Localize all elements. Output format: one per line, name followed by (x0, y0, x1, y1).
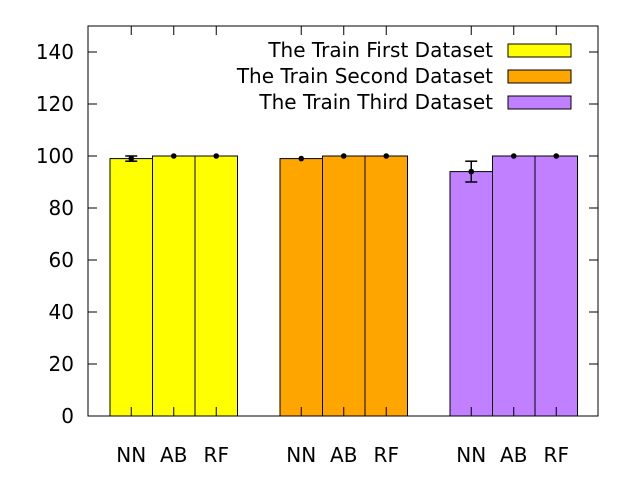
legend-swatch-3 (507, 95, 572, 110)
data-point-group2-ab (340, 153, 347, 159)
data-point-group1-rf (213, 153, 220, 159)
data-point-group1-nn (128, 155, 135, 162)
data-point-group3-rf (553, 153, 560, 159)
plot-frame (87, 25, 599, 417)
bar-group2-nn (279, 158, 323, 417)
bars-layer (109, 155, 578, 417)
legend-label-3: The Train Third Dataset (258, 90, 493, 114)
data-point-group2-nn (298, 155, 305, 162)
bar-group1-ab (152, 155, 196, 417)
legend-label-1: The Train First Dataset (267, 38, 493, 62)
y-tick-label-60: 60 (49, 248, 74, 272)
category-label-group2-nn: NN (286, 443, 316, 467)
y-tick-label-20: 20 (49, 352, 74, 376)
category-label-group1-rf: RF (204, 443, 229, 467)
y-tick-label-0: 0 (61, 404, 74, 428)
y-tick-label-80: 80 (49, 196, 74, 220)
legend-swatch-1 (507, 43, 572, 58)
y-tick-label-100: 100 (36, 144, 74, 168)
legend-label-2: The Train Second Dataset (236, 64, 493, 88)
bar-group1-nn (109, 158, 153, 417)
category-label-group1-ab: AB (160, 443, 187, 467)
y-tick-label-40: 40 (49, 300, 74, 324)
category-label-group3-nn: NN (456, 443, 486, 467)
error-bars-layer (125, 153, 560, 183)
bar-group1-rf (194, 155, 238, 417)
category-label-group2-rf: RF (374, 443, 399, 467)
y-tick-label-140: 140 (36, 40, 74, 64)
data-point-group1-ab (170, 153, 177, 159)
bar-group2-ab (322, 155, 366, 417)
y-tick-label-120: 120 (36, 92, 74, 116)
legend-swatch-2 (507, 69, 572, 84)
data-point-group2-rf (383, 153, 390, 159)
bar-group2-rf (364, 155, 408, 417)
data-point-group3-ab (510, 153, 517, 159)
category-label-group1-nn: NN (116, 443, 146, 467)
category-label-group3-ab: AB (500, 443, 527, 467)
category-label-group2-ab: AB (330, 443, 357, 467)
bar-group3-rf (534, 155, 578, 417)
bar-group3-nn (449, 171, 493, 417)
category-label-group3-rf: RF (544, 443, 569, 467)
bar-group3-ab (492, 155, 536, 417)
data-point-group3-nn (468, 168, 475, 175)
axes-layer: NN AB RF NN AB RF NN AB RF 0 20 40 60 80 100 120 140 (36, 25, 599, 467)
